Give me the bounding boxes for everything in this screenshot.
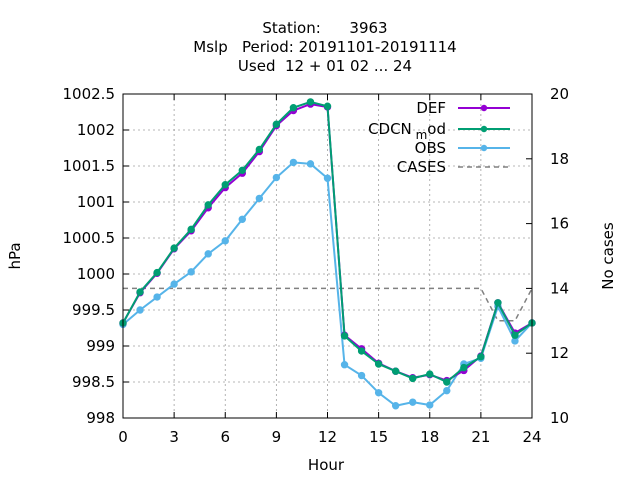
y-axis-label: hPa [6,242,24,269]
y-tick-label: 1000.5 [63,229,116,247]
data-point-obs [443,386,451,395]
data-point-cdcn-mod [340,332,349,340]
data-point-obs [306,160,315,168]
data-point-obs [221,237,229,245]
y2-tick-label: 14 [550,279,569,297]
data-point-obs [340,361,349,369]
y2-tick-label: 12 [550,344,569,362]
data-point-cdcn-mod [391,367,400,375]
data-point-cdcn-mod [204,201,212,209]
y-tick-label: 1001.5 [63,157,116,175]
data-point-obs [357,371,366,380]
y2-tick-label: 10 [550,409,569,427]
data-point-cdcn-mod [255,145,264,154]
data-point-obs [153,293,161,301]
y-tick-label: 999 [86,337,115,355]
data-point-cdcn-mod [238,166,246,175]
y-tick-label: 1001 [77,193,115,211]
data-point-obs [391,402,400,410]
legend-marker [480,125,488,133]
y-tick-label: 1002.5 [63,85,116,103]
data-point-obs [272,173,281,182]
data-point-cdcn-mod [136,288,144,296]
data-point-cdcn-mod [289,103,298,112]
data-point-obs [409,398,417,406]
x-tick-label: 15 [369,428,388,446]
x-tick-label: 9 [272,428,282,446]
y-tick-label: 998.5 [72,373,115,391]
data-point-obs [238,215,246,223]
y2-axis-label: No cases [599,222,617,290]
title-line-1: Station: 3963 [262,19,387,37]
chart-title: Station: 3963 Mslp Period: 20191101-2019… [193,19,456,75]
y2-tick-label: 20 [550,85,569,103]
data-point-cdcn-mod [153,268,161,277]
data-point-cdcn-mod [170,244,178,252]
y2-tick-label: 18 [550,150,569,168]
grid-lines [123,94,532,418]
data-point-cdcn-mod [426,370,434,378]
x-tick-label: 24 [522,428,541,446]
x-tick-label: 12 [318,428,337,446]
data-point-cdcn-mod [443,378,451,386]
data-point-cdcn-mod [477,353,485,361]
data-point-obs [374,389,383,397]
data-point-obs [204,250,212,258]
plot-series [119,98,536,410]
data-point-cdcn-mod [323,102,332,110]
y2-tick-label: 16 [550,215,569,233]
y-tick-label: 998 [86,409,115,427]
data-point-cdcn-mod [460,363,468,372]
data-point-obs [289,158,298,167]
x-axis-label: Hour [308,456,345,474]
data-point-obs [170,280,178,288]
x-tick-label: 0 [118,428,128,446]
x-tick-label: 6 [220,428,230,446]
legend-label: OBS [415,139,446,157]
legend-label: CDCN mod [368,120,446,142]
axis-ticks: 0 3 6 9 12 15 18 21 24 998 998.5 999 999.5 1000 1000.5… [63,85,570,446]
data-point-cdcn-mod [409,374,417,383]
data-point-cdcn-mod [306,98,315,106]
data-point-cdcn-mod [187,225,195,234]
y-tick-label: 1000 [77,265,115,283]
legend-label: DEF [416,99,446,117]
title-line-2: Mslp Period: 20191101-20191114 [193,38,456,56]
data-point-cdcn-mod [494,299,502,307]
data-point-obs [136,306,144,314]
data-point-obs [323,174,332,182]
y-tick-label: 1002 [77,121,115,139]
data-point-obs [187,268,195,276]
data-point-obs [426,401,434,409]
data-point-cdcn-mod [272,120,281,128]
data-point-cdcn-mod [511,331,519,339]
legend-marker [480,144,488,152]
title-line-3: Used 12 + 01 02 ... 24 [238,57,412,75]
x-tick-label: 18 [420,428,439,446]
data-point-cdcn-mod [357,347,366,355]
x-tick-label: 21 [471,428,490,446]
legend-label: CASES [397,158,446,176]
legend-marker [480,104,488,112]
data-point-obs [255,194,264,203]
x-tick-label: 3 [169,428,179,446]
data-point-cdcn-mod [374,360,383,368]
y-tick-label: 999.5 [72,301,115,319]
data-point-cdcn-mod [221,181,229,189]
